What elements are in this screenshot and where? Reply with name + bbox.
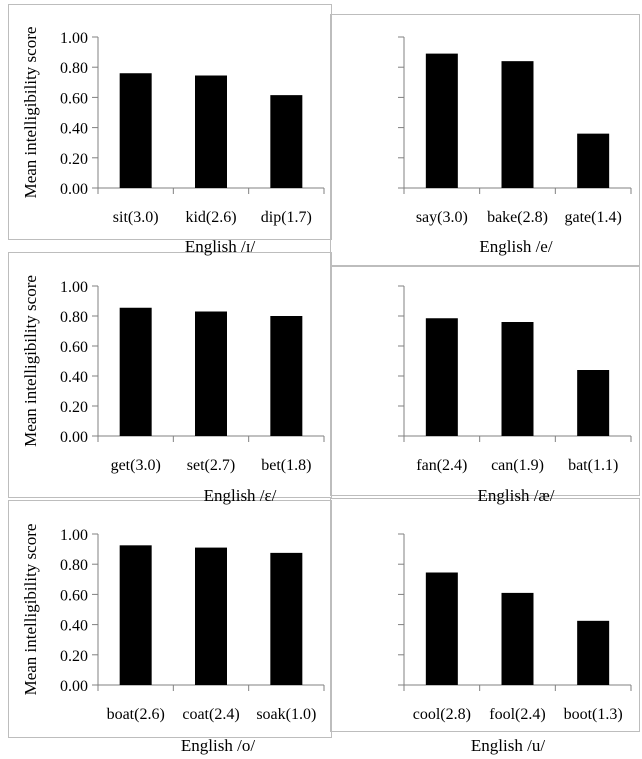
panel-frame-6 bbox=[330, 498, 640, 732]
bar bbox=[425, 572, 458, 685]
x-tick-label: fool(2.4) bbox=[489, 706, 545, 723]
y-tick-label: 0.80 bbox=[60, 557, 88, 574]
y-axis-label: Mean intelligibility score bbox=[21, 27, 40, 199]
panel-frame-5 bbox=[8, 500, 332, 738]
y-tick-label: 0.20 bbox=[60, 648, 88, 665]
panel-frame-3 bbox=[8, 252, 332, 498]
panel-frame-4 bbox=[330, 266, 640, 496]
y-tick-label: 0.60 bbox=[60, 90, 88, 107]
bar bbox=[577, 133, 610, 188]
x-tick-label: bet(1.8) bbox=[261, 457, 311, 474]
panel-frame-1 bbox=[8, 4, 332, 240]
y-axis-label: Mean intelligibility score bbox=[21, 275, 40, 447]
y-tick-label: 0.40 bbox=[60, 121, 88, 138]
x-axis-label: English /o/ bbox=[181, 736, 255, 755]
bar bbox=[119, 73, 152, 188]
y-tick-label: 0.60 bbox=[60, 587, 88, 604]
x-tick-label: sit(3.0) bbox=[113, 209, 159, 226]
x-tick-label: get(3.0) bbox=[111, 457, 161, 474]
x-tick-label: gate(1.4) bbox=[565, 209, 622, 226]
bar bbox=[425, 53, 458, 188]
x-tick-label: dip(1.7) bbox=[261, 209, 312, 226]
x-tick-label: bake(2.8) bbox=[487, 209, 548, 226]
bar bbox=[577, 370, 610, 436]
x-axis-label: English /u/ bbox=[471, 736, 545, 755]
y-tick-label: 0.80 bbox=[60, 60, 88, 77]
bar bbox=[195, 311, 227, 436]
x-tick-label: bat(1.1) bbox=[568, 457, 618, 474]
x-axis-label: English /æ/ bbox=[478, 486, 555, 505]
y-tick-label: 1.00 bbox=[60, 279, 88, 296]
bar bbox=[425, 318, 458, 436]
x-tick-label: say(3.0) bbox=[416, 209, 468, 226]
bar bbox=[501, 322, 534, 436]
x-tick-label: set(2.7) bbox=[187, 457, 235, 474]
bar bbox=[501, 61, 534, 188]
panel-frame-2 bbox=[330, 14, 640, 266]
bar bbox=[270, 552, 303, 685]
y-tick-label: 0.00 bbox=[60, 429, 88, 446]
y-tick-label: 1.00 bbox=[60, 527, 88, 544]
x-tick-label: cool(2.8) bbox=[413, 706, 471, 723]
y-tick-label: 1.00 bbox=[60, 30, 88, 47]
x-tick-label: boot(1.3) bbox=[564, 706, 623, 723]
y-tick-label: 0.80 bbox=[60, 309, 88, 326]
x-tick-label: can(1.9) bbox=[491, 457, 544, 474]
x-tick-label: soak(1.0) bbox=[256, 706, 316, 723]
x-tick-label: kid(2.6) bbox=[185, 209, 236, 226]
x-axis-label: English /e/ bbox=[479, 237, 552, 256]
bar bbox=[195, 75, 227, 188]
y-tick-label: 0.20 bbox=[60, 399, 88, 416]
x-tick-label: boat(2.6) bbox=[107, 706, 165, 723]
x-axis-label: English /ɪ/ bbox=[185, 237, 256, 256]
bar bbox=[270, 316, 303, 436]
y-tick-label: 0.00 bbox=[60, 678, 88, 695]
x-tick-label: fan(2.4) bbox=[416, 457, 467, 474]
y-axis-label: Mean intelligibility score bbox=[21, 524, 40, 696]
y-tick-label: 0.40 bbox=[60, 369, 88, 386]
y-tick-label: 0.00 bbox=[60, 181, 88, 198]
bar bbox=[577, 620, 610, 685]
y-tick-label: 0.40 bbox=[60, 618, 88, 635]
x-axis-label: English /ɛ/ bbox=[204, 486, 277, 505]
bar bbox=[119, 545, 152, 685]
bar bbox=[501, 592, 534, 685]
bar bbox=[119, 307, 152, 436]
y-tick-label: 0.60 bbox=[60, 339, 88, 356]
x-tick-label: coat(2.4) bbox=[182, 706, 239, 723]
bar bbox=[270, 95, 303, 188]
y-tick-label: 0.20 bbox=[60, 151, 88, 168]
bar bbox=[195, 547, 227, 685]
